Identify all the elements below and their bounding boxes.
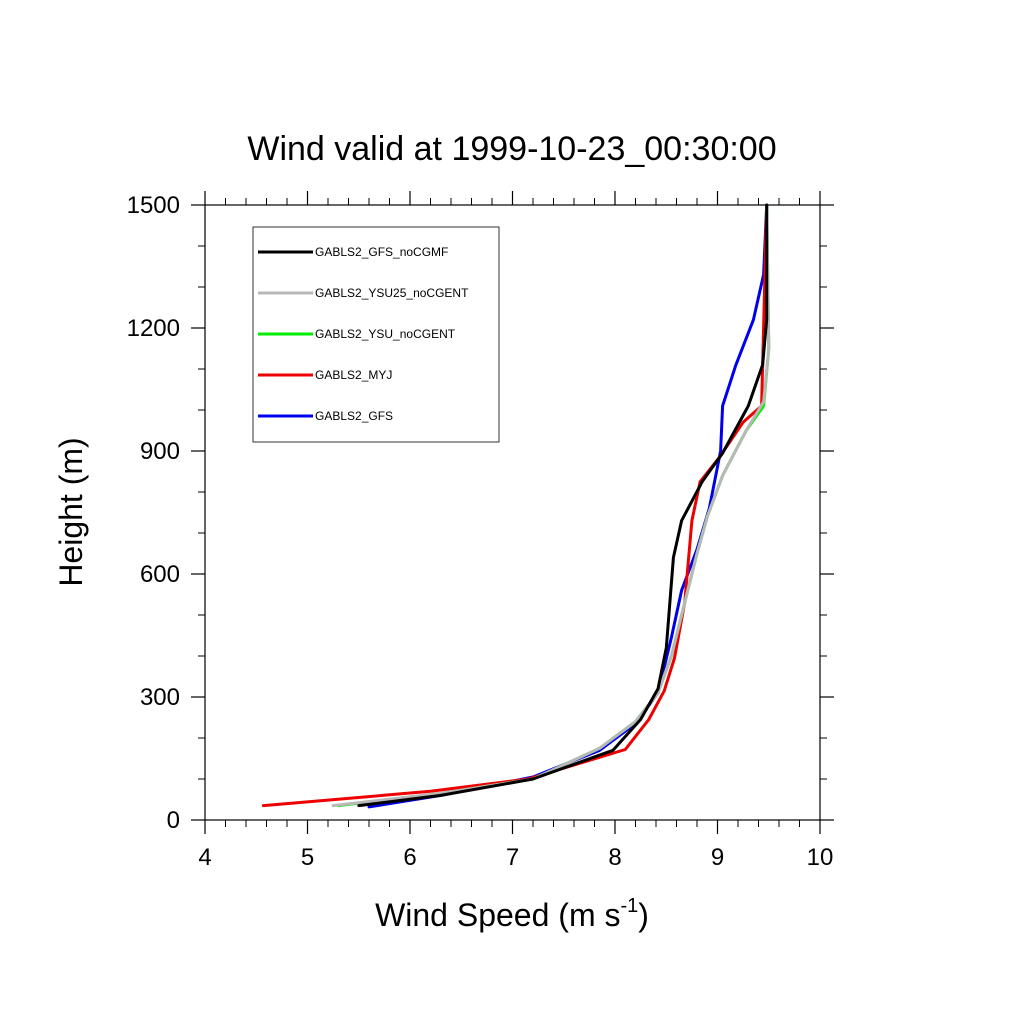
- y-tick-label: 300: [140, 684, 180, 711]
- chart-title: Wind valid at 1999-10-23_00:30:00: [247, 130, 776, 168]
- y-tick-label: 900: [140, 438, 180, 465]
- x-tick-label: 10: [807, 844, 834, 871]
- tick-labels: 4 5 6 7 8 9 10 0 300 600 900 1200 1500: [127, 192, 834, 871]
- legend-label: GABLS2_MYJ: [315, 368, 392, 382]
- legend: GABLS2_GFS_noCGMF GABLS2_YSU25_noCGENT GAB…: [252, 226, 500, 443]
- x-axis-label: Wind Speed (m s-1): [375, 895, 649, 933]
- y-axis-label: Height (m): [53, 437, 89, 586]
- y-tick-label: 1200: [127, 315, 180, 342]
- legend-label: GABLS2_YSU25_noCGENT: [315, 286, 469, 300]
- x-tick-label: 9: [711, 844, 724, 871]
- x-tick-label: 4: [198, 844, 211, 871]
- x-axis-label-superscript: -1: [620, 895, 638, 917]
- plot-frame: [204, 204, 821, 821]
- legend-label: GABLS2_YSU_noCGENT: [315, 327, 456, 341]
- series-lines: [261, 203, 771, 809]
- legend-label: GABLS2_GFS_noCGMF: [315, 245, 448, 259]
- series-line-gabls2-ysu25-nocgent: [331, 203, 771, 808]
- legend-label: GABLS2_GFS: [315, 409, 393, 423]
- y-tick-label: 1500: [127, 192, 180, 219]
- x-axis-label-main: Wind Speed (m s: [375, 897, 620, 933]
- x-tick-label: 7: [506, 844, 519, 871]
- x-tick-label: 6: [403, 844, 416, 871]
- x-tick-label: 5: [301, 844, 314, 871]
- x-tick-label: 8: [608, 844, 621, 871]
- x-axis-label-suffix: ): [638, 897, 649, 933]
- axis-ticks: [191, 191, 834, 834]
- series-line-gabls2-gfs-nocgmf: [357, 203, 769, 808]
- y-tick-label: 600: [140, 561, 180, 588]
- y-tick-label: 0: [167, 807, 180, 834]
